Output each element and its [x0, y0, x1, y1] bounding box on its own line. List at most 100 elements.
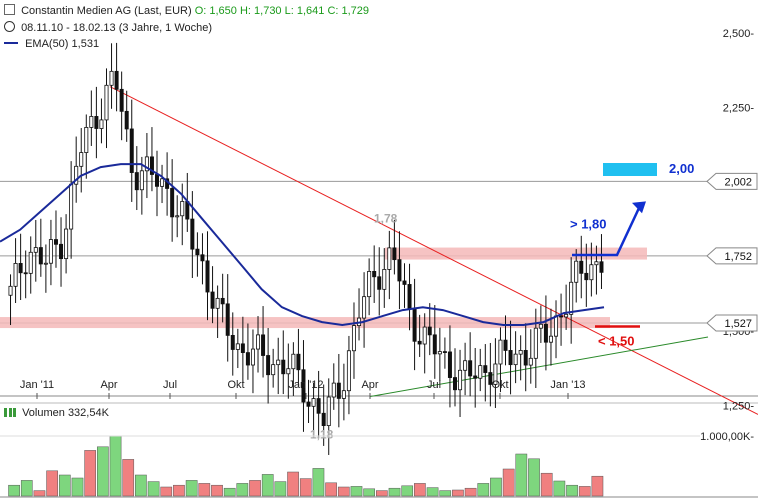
- candle: [69, 183, 74, 230]
- volume-bar: [122, 459, 135, 497]
- volume-bar: [46, 470, 58, 497]
- candle: [38, 247, 43, 265]
- candle: [43, 262, 48, 265]
- candle: [230, 334, 235, 350]
- checkbox-icon[interactable]: [4, 4, 15, 15]
- candle: [170, 188, 175, 218]
- level-tag: [706, 172, 758, 190]
- volume-value: 332,54K: [67, 407, 109, 419]
- volume-bar: [452, 489, 464, 497]
- candle: [154, 174, 159, 187]
- candle: [64, 228, 69, 260]
- low-annotation: 1,18: [310, 427, 334, 441]
- candle: [478, 365, 483, 379]
- volume-bar: [211, 484, 223, 497]
- candle: [579, 260, 584, 274]
- volume-bar: [388, 487, 401, 497]
- candle: [533, 327, 538, 359]
- x-tick-label: Apr: [100, 379, 117, 391]
- support-zone: [0, 317, 610, 329]
- ema-line: [0, 163, 605, 327]
- candle: [498, 339, 503, 365]
- y-tick-label: 2,250-: [723, 103, 755, 115]
- candle: [377, 276, 382, 290]
- candle: [185, 201, 190, 220]
- volume-bar: [426, 487, 439, 497]
- candle: [114, 70, 119, 90]
- candle: [447, 351, 452, 378]
- volume-bar: [287, 471, 299, 497]
- candle: [220, 297, 225, 305]
- x-tick-label: Jul: [427, 379, 441, 391]
- candle: [286, 368, 291, 375]
- candle: [362, 296, 367, 319]
- target-annotation: 2,00: [669, 161, 694, 176]
- candle: [104, 84, 109, 121]
- volume-bar: [84, 450, 97, 497]
- candle: [473, 375, 478, 379]
- x-tick-label: Jan '12: [288, 379, 323, 391]
- breakout-arrow: [572, 205, 642, 257]
- volume-bar: [566, 484, 578, 497]
- candle: [548, 335, 553, 343]
- candle: [18, 263, 23, 274]
- candle: [281, 359, 286, 375]
- volume-bar: [223, 487, 236, 497]
- x-tick-label: Okt: [227, 379, 244, 391]
- candle: [180, 201, 185, 217]
- x-tick-label: Jan '13: [550, 379, 585, 391]
- candle: [23, 272, 28, 275]
- candle: [316, 398, 321, 414]
- candle: [53, 239, 58, 245]
- volume-bar: [578, 486, 591, 497]
- candle: [523, 350, 528, 366]
- high-value: H: 1,730: [239, 5, 282, 17]
- candle: [463, 360, 468, 371]
- volume-bar: [97, 446, 109, 497]
- volume-bar: [147, 481, 160, 497]
- volume-bar: [274, 481, 287, 497]
- level-tag: [706, 314, 758, 332]
- chart-title: Constantin Medien AG (Last, EUR): [21, 5, 192, 17]
- volume-bar: [71, 477, 84, 497]
- volume-bar: [528, 458, 540, 497]
- ema-line-icon: [4, 42, 18, 44]
- level-tag: [706, 247, 758, 265]
- ema-label: EMA(50): [25, 38, 69, 50]
- volume-bar: [299, 478, 312, 497]
- ema-legend: EMA(50) 1,531: [4, 38, 99, 50]
- below-annotation: < 1,50: [598, 334, 635, 349]
- candle: [301, 369, 306, 403]
- candle: [326, 396, 331, 427]
- candle: [402, 280, 407, 285]
- candle: [291, 353, 296, 370]
- downtrend-line: [109, 86, 758, 415]
- candle: [59, 243, 64, 260]
- volume-label: Volumen: [22, 407, 65, 419]
- candle: [89, 116, 94, 128]
- volume-bar: [350, 486, 363, 497]
- volume-tick-label: 1.000,00K-: [700, 431, 754, 443]
- volume-bar: [439, 490, 452, 497]
- candle: [554, 315, 559, 337]
- candle: [149, 156, 154, 175]
- candle: [200, 254, 205, 262]
- candle: [417, 340, 422, 345]
- candle: [392, 247, 397, 261]
- candle: [372, 270, 377, 278]
- volume-bar: [185, 480, 198, 497]
- volume-bar: [173, 484, 185, 497]
- volume-bar: [325, 482, 337, 497]
- candle: [109, 70, 114, 86]
- level-tag-label: 1,752: [724, 251, 752, 263]
- volume-bar: [337, 486, 350, 497]
- candle: [422, 326, 427, 345]
- volume-bar: [540, 472, 553, 497]
- candle: [584, 272, 589, 281]
- candle: [79, 152, 84, 167]
- candle: [256, 334, 261, 350]
- candle: [13, 263, 18, 287]
- candle: [442, 351, 447, 353]
- volume-bar: [8, 484, 20, 497]
